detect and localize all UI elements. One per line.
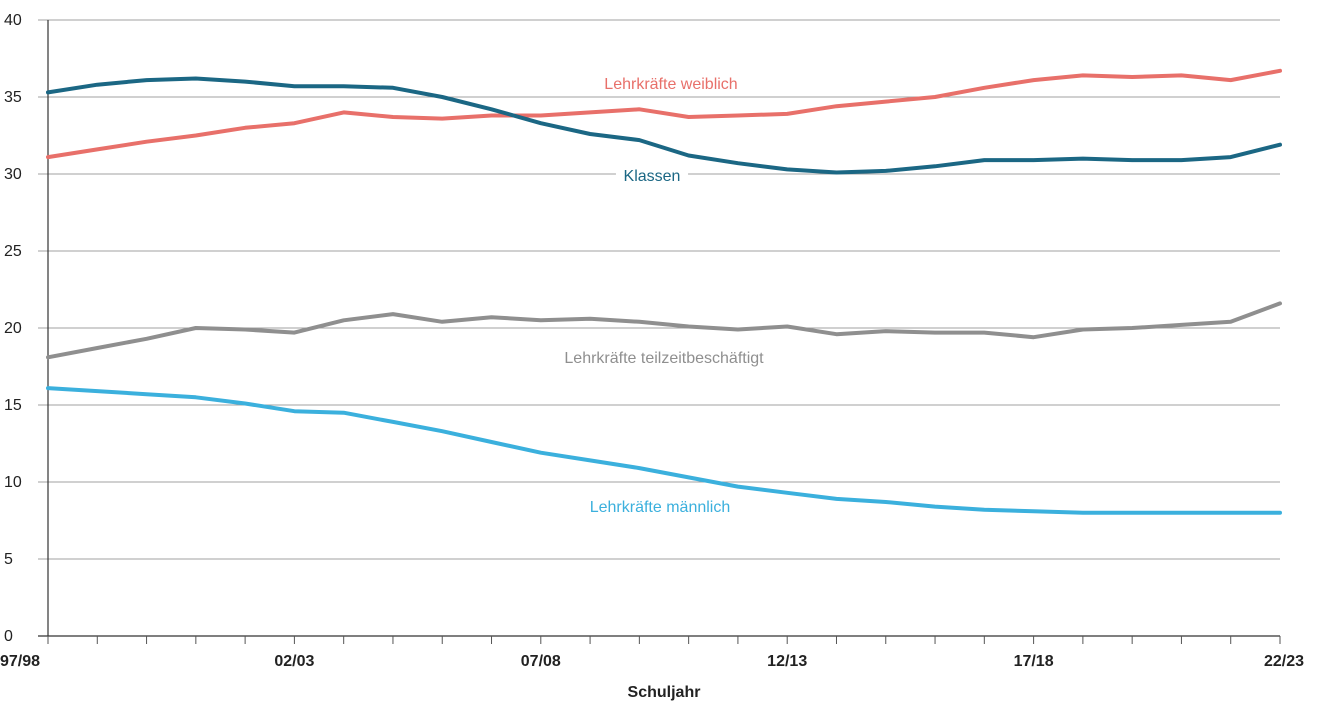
series-labels: Lehrkräfte weiblich Klassen Lehrkräfte tei… (532, 72, 796, 517)
series-label: Lehrkräfte männlich (574, 495, 746, 517)
series-label: Lehrkräfte weiblich (585, 72, 757, 94)
x-tick-label: 12/13 (767, 653, 807, 670)
x-tick-label: 97/98 (0, 653, 40, 670)
y-tick-label: 20 (4, 320, 22, 337)
axes: 0 5 10 15 20 25 30 35 40 97/98 02/03 07/08 12/13 17/1… (0, 12, 1304, 670)
series-label-text: Lehrkräfte teilzeitbeschäftigt (564, 350, 764, 367)
y-tick-label: 15 (4, 397, 22, 414)
y-tick-label: 0 (4, 628, 13, 645)
y-tick-label: 5 (4, 551, 13, 568)
series-label: Klassen (615, 164, 689, 186)
series-label-background (532, 346, 796, 368)
y-tick-label: 30 (4, 166, 22, 183)
y-tick-label: 35 (4, 89, 22, 106)
y-tick-label: 10 (4, 474, 22, 491)
x-tick-label: 17/18 (1014, 653, 1054, 670)
y-tick-label: 40 (4, 12, 22, 29)
series-label-text: Klassen (624, 168, 681, 185)
series-line (46, 301, 1282, 360)
x-tick-label: 02/03 (274, 653, 314, 670)
series-line (46, 76, 1282, 175)
series-label-background (574, 495, 746, 517)
y-tick-label: 25 (4, 243, 22, 260)
series-label-text: Lehrkräfte männlich (590, 499, 731, 516)
x-tick-label: 07/08 (521, 653, 561, 670)
x-tick-label: 22/23 (1264, 653, 1304, 670)
series-line (46, 68, 1282, 160)
series-label-background (585, 72, 757, 94)
series-label-background (615, 164, 689, 186)
series-lines (46, 68, 1282, 515)
series-label-text: Lehrkräfte weiblich (604, 76, 737, 93)
series-label: Lehrkräfte teilzeitbeschäftigt (532, 346, 796, 368)
gridlines (38, 19, 1280, 560)
x-axis-title: Schuljahr (628, 684, 701, 701)
series-line (46, 386, 1282, 515)
